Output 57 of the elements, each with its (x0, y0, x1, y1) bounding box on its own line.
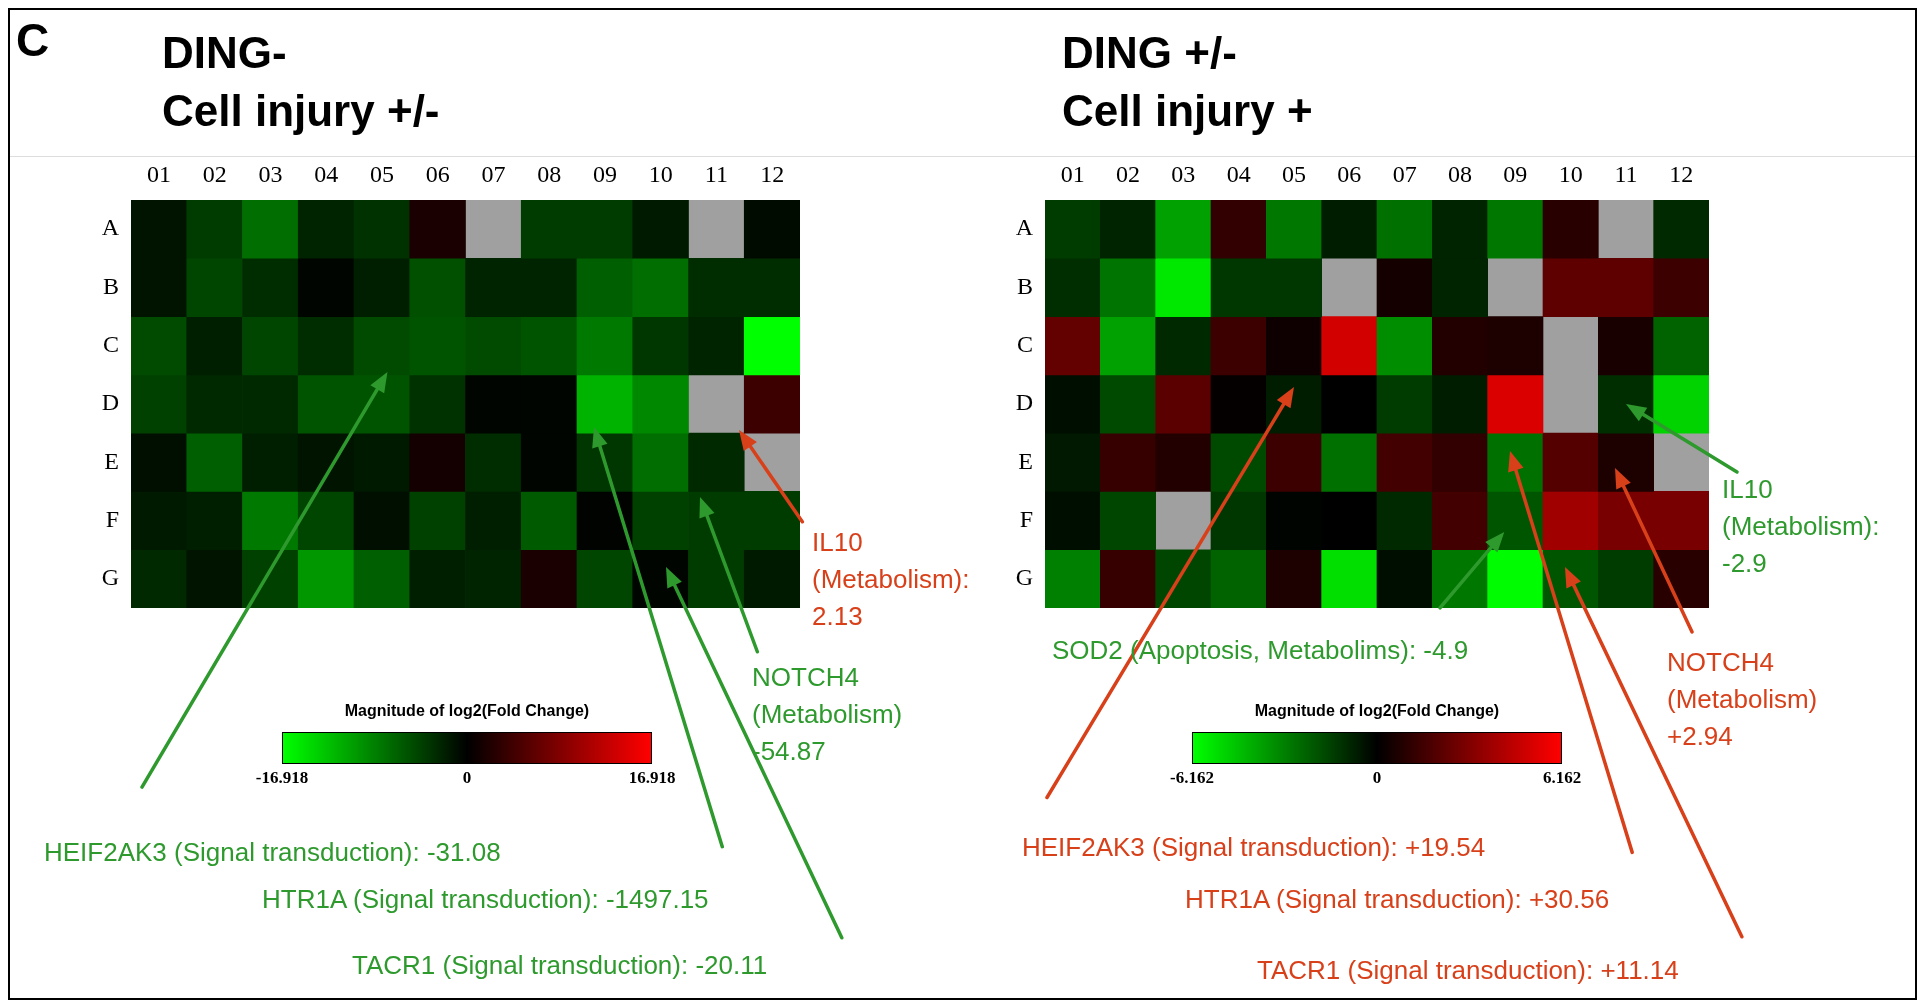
x-tick-label: 08 (537, 160, 562, 187)
y-tick-label: E (1018, 447, 1033, 474)
y-tick-label: D (1015, 389, 1033, 416)
x-tick-label: 12 (760, 160, 785, 187)
x-tick-label: 01 (146, 160, 171, 187)
text: NOTCH4 (Metabolism) +2.94 (1667, 646, 1818, 753)
chart-title: DING +/- Cell injury + (1062, 27, 1313, 137)
y-tick-label: B (102, 272, 119, 299)
color-bar-label: 16.918 (628, 768, 676, 788)
color-bar-label: -16.918 (255, 768, 309, 788)
x-tick-label: 02 (202, 160, 227, 187)
chart-title: DING- Cell injury +/- (162, 27, 440, 137)
x-tick-label: 09 (592, 160, 617, 187)
x-tick-label: 04 (314, 160, 339, 187)
text: IL10 (Metabolism): -2.9 (1722, 473, 1880, 580)
text: HEIF2AK3 (Signal transduction): +19.54 (1022, 831, 1486, 864)
color-bar-label: -6.162 (1170, 768, 1214, 788)
text: C (16, 14, 50, 66)
x-tick-label: 02 (1116, 160, 1140, 187)
color-bar-label: 6.162 (1542, 768, 1582, 788)
x-tick-label: 04 (1226, 160, 1251, 187)
x-tick-label: 11 (1614, 160, 1638, 187)
color-bar-title: Magnitude of log2(Fold Change) (343, 702, 591, 720)
color-bar-label: 0 (1372, 768, 1382, 788)
y-tick-label: E (104, 447, 119, 474)
y-tick-label: G (1015, 564, 1033, 591)
x-tick-label: 12 (1669, 160, 1694, 187)
x-tick-label: 10 (648, 160, 673, 187)
y-tick-label: D (101, 389, 119, 416)
y-tick-label: F (105, 505, 119, 532)
x-tick-label: 05 (1282, 160, 1306, 187)
color-bar-title: Magnitude of log2(Fold Change) (1253, 702, 1501, 720)
x-tick-label: 08 (1448, 160, 1472, 187)
x-tick-label: 09 (1503, 160, 1528, 187)
y-tick-label: F (1019, 505, 1033, 532)
text: HEIF2AK3 (Signal transduction): -31.08 (44, 836, 501, 869)
text: IL10 (Metabolism): 2.13 (812, 526, 970, 633)
y-tick-label: B (1016, 272, 1033, 299)
x-tick-label: 10 (1558, 160, 1583, 187)
color-bar-label: 0 (462, 768, 472, 788)
text: HTR1A (Signal transduction): -1497.15 (262, 883, 709, 916)
text: NOTCH4 (Metabolism) -54.87 (752, 661, 903, 768)
x-tick-label: 06 (425, 160, 450, 187)
x-tick-label: 03 (258, 160, 283, 187)
text: HTR1A (Signal transduction): +30.56 (1185, 883, 1610, 916)
x-tick-label: 05 (369, 160, 394, 187)
y-tick-label: G (101, 564, 119, 591)
x-tick-label: 01 (1060, 160, 1085, 187)
x-tick-label: 07 (1392, 160, 1417, 187)
x-tick-label: 06 (1337, 160, 1362, 187)
y-tick-label: C (1016, 331, 1033, 358)
x-tick-label: 03 (1171, 160, 1196, 187)
y-tick-label: C (102, 331, 119, 358)
x-tick-label: 07 (481, 160, 506, 187)
x-tick-label: 11 (704, 160, 728, 187)
y-tick-label: A (1015, 214, 1034, 241)
y-tick-label: A (101, 214, 120, 241)
